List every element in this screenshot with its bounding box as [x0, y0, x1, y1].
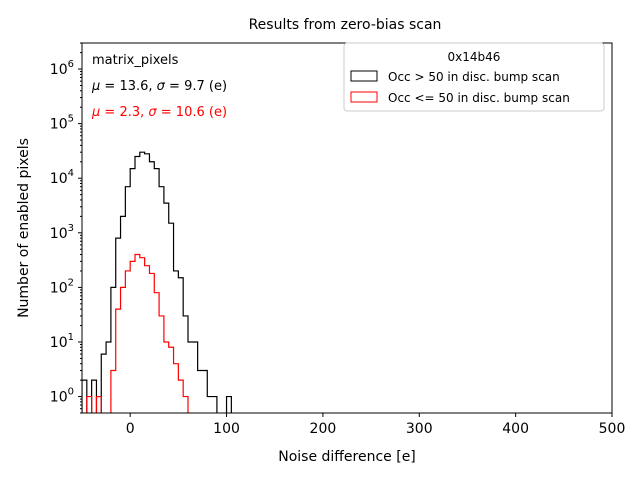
- legend-swatch-red: [350, 91, 378, 103]
- x-tick-label: 200: [310, 421, 337, 437]
- legend-label-red: Occ <= 50 in disc. bump scan: [388, 91, 570, 105]
- x-tick-label: 300: [406, 421, 433, 437]
- y-tick-label: 105: [50, 114, 74, 133]
- legend-swatch-black: [350, 70, 378, 82]
- x-tick-label: 400: [502, 421, 529, 437]
- x-tick-label: 500: [599, 421, 626, 437]
- series-layer: [82, 151, 232, 413]
- y-tick-label: 102: [50, 277, 74, 296]
- y-tick-label: 103: [50, 223, 74, 242]
- y-axis: 100 101 102 103 104 105 106: [50, 42, 82, 414]
- x-tick-label: 0: [126, 421, 135, 437]
- annotation-stats-red: μ = 2.3, σ = 10.6 (e): [91, 105, 227, 120]
- y-tick-label: 101: [50, 332, 74, 351]
- annotation-matrix-pixels: matrix_pixels: [92, 53, 179, 68]
- y-tick-label: 100: [50, 387, 74, 406]
- x-axis: 0 100 200 300 400 500: [126, 413, 626, 437]
- series-occ-le-50-line: [86, 253, 189, 413]
- y-tick-label: 104: [50, 168, 74, 187]
- legend-title: 0x14b46: [448, 50, 501, 64]
- x-axis-label: Noise difference [e]: [278, 449, 416, 465]
- y-tick-label: 106: [50, 59, 74, 78]
- chart-title: Results from zero-bias scan: [249, 17, 442, 33]
- y-axis-label: Number of enabled pixels: [16, 138, 32, 318]
- annotation-stats-black: μ = 13.6, σ = 9.7 (e): [91, 79, 227, 94]
- legend-label-black: Occ > 50 in disc. bump scan: [388, 70, 560, 84]
- legend-box: [343, 42, 605, 112]
- series-occ-gt-50-line: [82, 151, 232, 413]
- legend: 0x14b46 Occ > 50 in disc. bump scan Occ …: [343, 42, 605, 112]
- x-tick-label: 100: [213, 421, 240, 437]
